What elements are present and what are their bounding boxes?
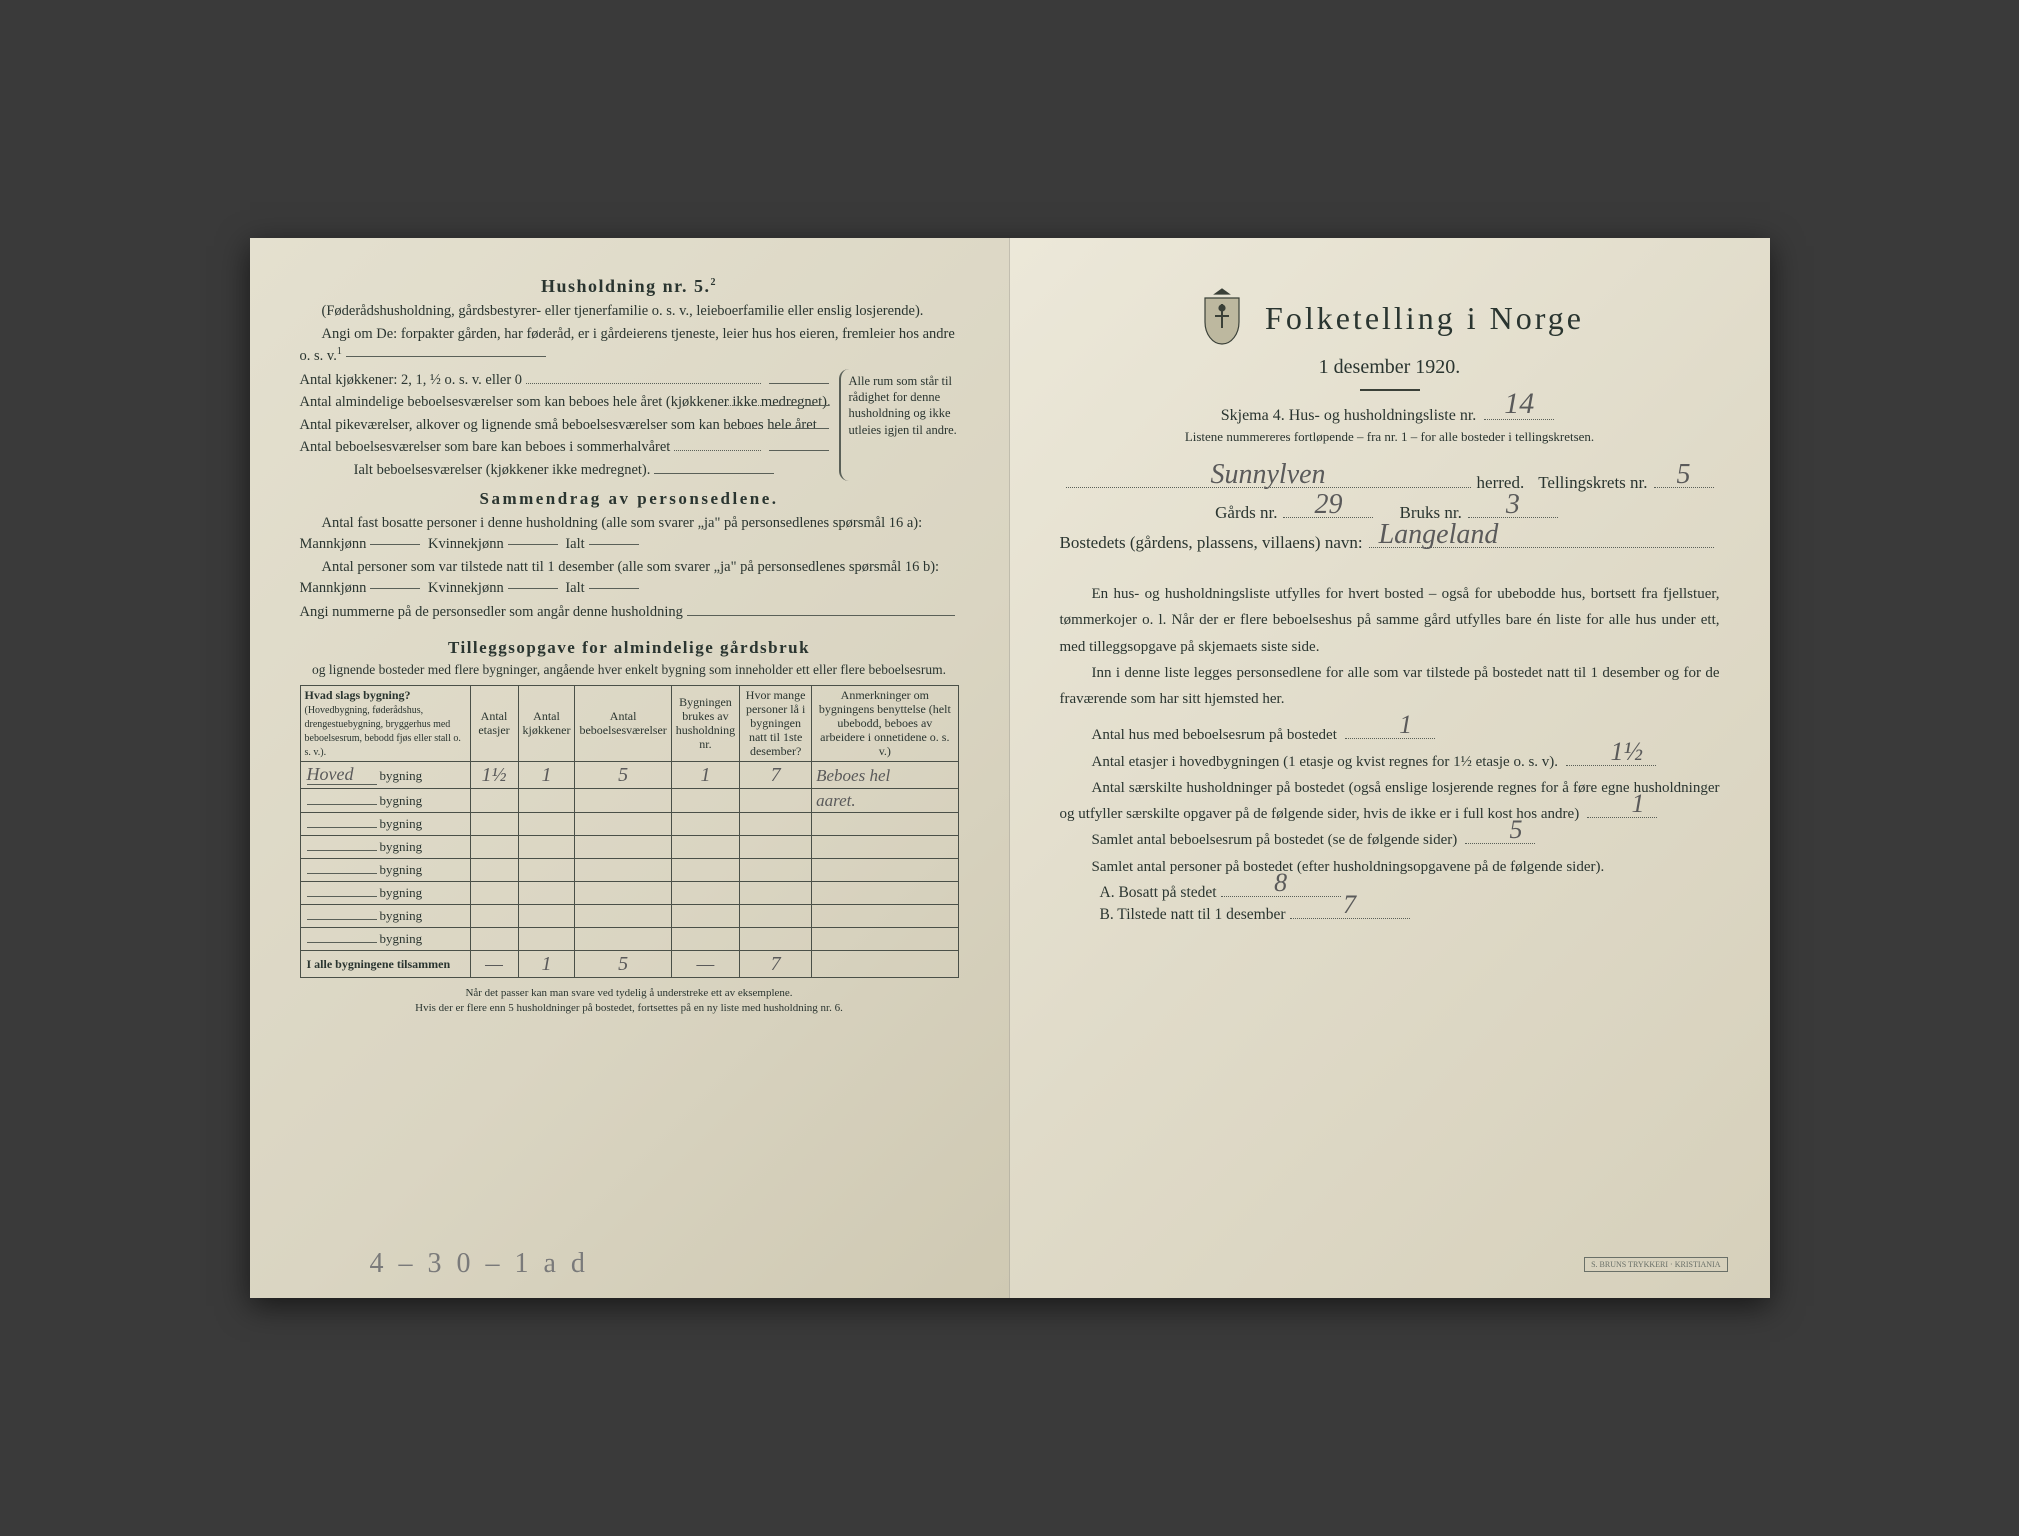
sub-desc-2: Angi om De: forpakter gården, har føderå…	[300, 324, 959, 367]
q3: Antal særskilte husholdninger på bostede…	[1060, 775, 1720, 828]
schema-line: Skjema 4. Hus- og husholdningsliste nr. …	[1060, 407, 1720, 425]
left-page: Husholdning nr. 5.2 (Føderådshusholdning…	[250, 238, 1010, 1298]
buildings-table: Hvad slags bygning? (Hovedbygning, føder…	[300, 685, 959, 978]
right-page: Folketelling i Norge 1 desember 1920. Sk…	[1010, 238, 1770, 1298]
listene-note: Listene nummereres fortløpende – fra nr.…	[1060, 429, 1720, 445]
document-spread: Husholdning nr. 5.2 (Føderådshusholdning…	[250, 238, 1770, 1298]
table-row: bygning	[300, 882, 958, 905]
table-row: bygning	[300, 905, 958, 928]
supplement-sub: og lignende bosteder med flere bygninger…	[300, 660, 959, 680]
main-title: Folketelling i Norge	[1265, 300, 1584, 337]
table-row: bygning	[300, 836, 958, 859]
table-row: bygning	[300, 859, 958, 882]
coat-of-arms-icon	[1195, 286, 1249, 350]
pencil-annotation: 4 – 3 0 – 1 a d	[370, 1248, 589, 1280]
table-row: Hoved bygning1½1517Beboes hel	[300, 762, 958, 789]
table-header-row: Hvad slags bygning? (Hovedbygning, føder…	[300, 686, 958, 762]
bosted-line: Bostedets (gårdens, plassens, villaens) …	[1060, 533, 1720, 553]
line-a: A. Bosatt på stedet 8	[1100, 884, 1720, 902]
rooms-block: Antal kjøkkener: 2, 1, ½ o. s. v. eller …	[300, 369, 959, 481]
title-block: Folketelling i Norge 1 desember 1920. Sk…	[1060, 286, 1720, 445]
q4: Samlet antal beboelsesrum på bostedet (s…	[1060, 827, 1720, 853]
summary-line-2: Antal personer som var tilstede natt til…	[300, 557, 959, 599]
title-date: 1 desember 1920.	[1060, 356, 1720, 379]
footnote: Når det passer kan man svare ved tydelig…	[300, 986, 959, 1015]
printer-stamp: S. BRUNS TRYKKERI · KRISTIANIA	[1584, 1257, 1727, 1272]
brace-note: Alle rum som står til rådighet for denne…	[839, 369, 959, 481]
table-total-row: I alle bygningene tilsammen — 1 5 — 7	[300, 951, 958, 978]
sub-desc-1: (Føderådshusholdning, gårdsbestyrer- ell…	[300, 301, 959, 322]
table-row: bygningaaret.	[300, 789, 958, 813]
household-heading: Husholdning nr. 5.2	[300, 276, 959, 297]
instruction-para-2: Inn i denne liste legges personsedlene f…	[1060, 660, 1720, 713]
q5: Samlet antal personer på bostedet (efter…	[1060, 854, 1720, 880]
table-row: bygning	[300, 813, 958, 836]
supplement-title: Tilleggsopgave for almindelige gårdsbruk	[300, 638, 959, 658]
summary-line-1: Antal fast bosatte personer i denne hush…	[300, 513, 959, 555]
q2: Antal etasjer i hovedbygningen (1 etasje…	[1060, 749, 1720, 775]
angi-line: Angi nummerne på de personsedler som ang…	[300, 601, 959, 623]
line-b: B. Tilstede natt til 1 desember 7	[1100, 906, 1720, 924]
herred-line: Sunnylven herred. Tellingskrets nr. 5	[1060, 473, 1720, 493]
summary-title: Sammendrag av personsedlene.	[300, 489, 959, 509]
table-row: bygning	[300, 928, 958, 951]
instruction-para-1: En hus- og husholdningsliste utfylles fo…	[1060, 581, 1720, 660]
